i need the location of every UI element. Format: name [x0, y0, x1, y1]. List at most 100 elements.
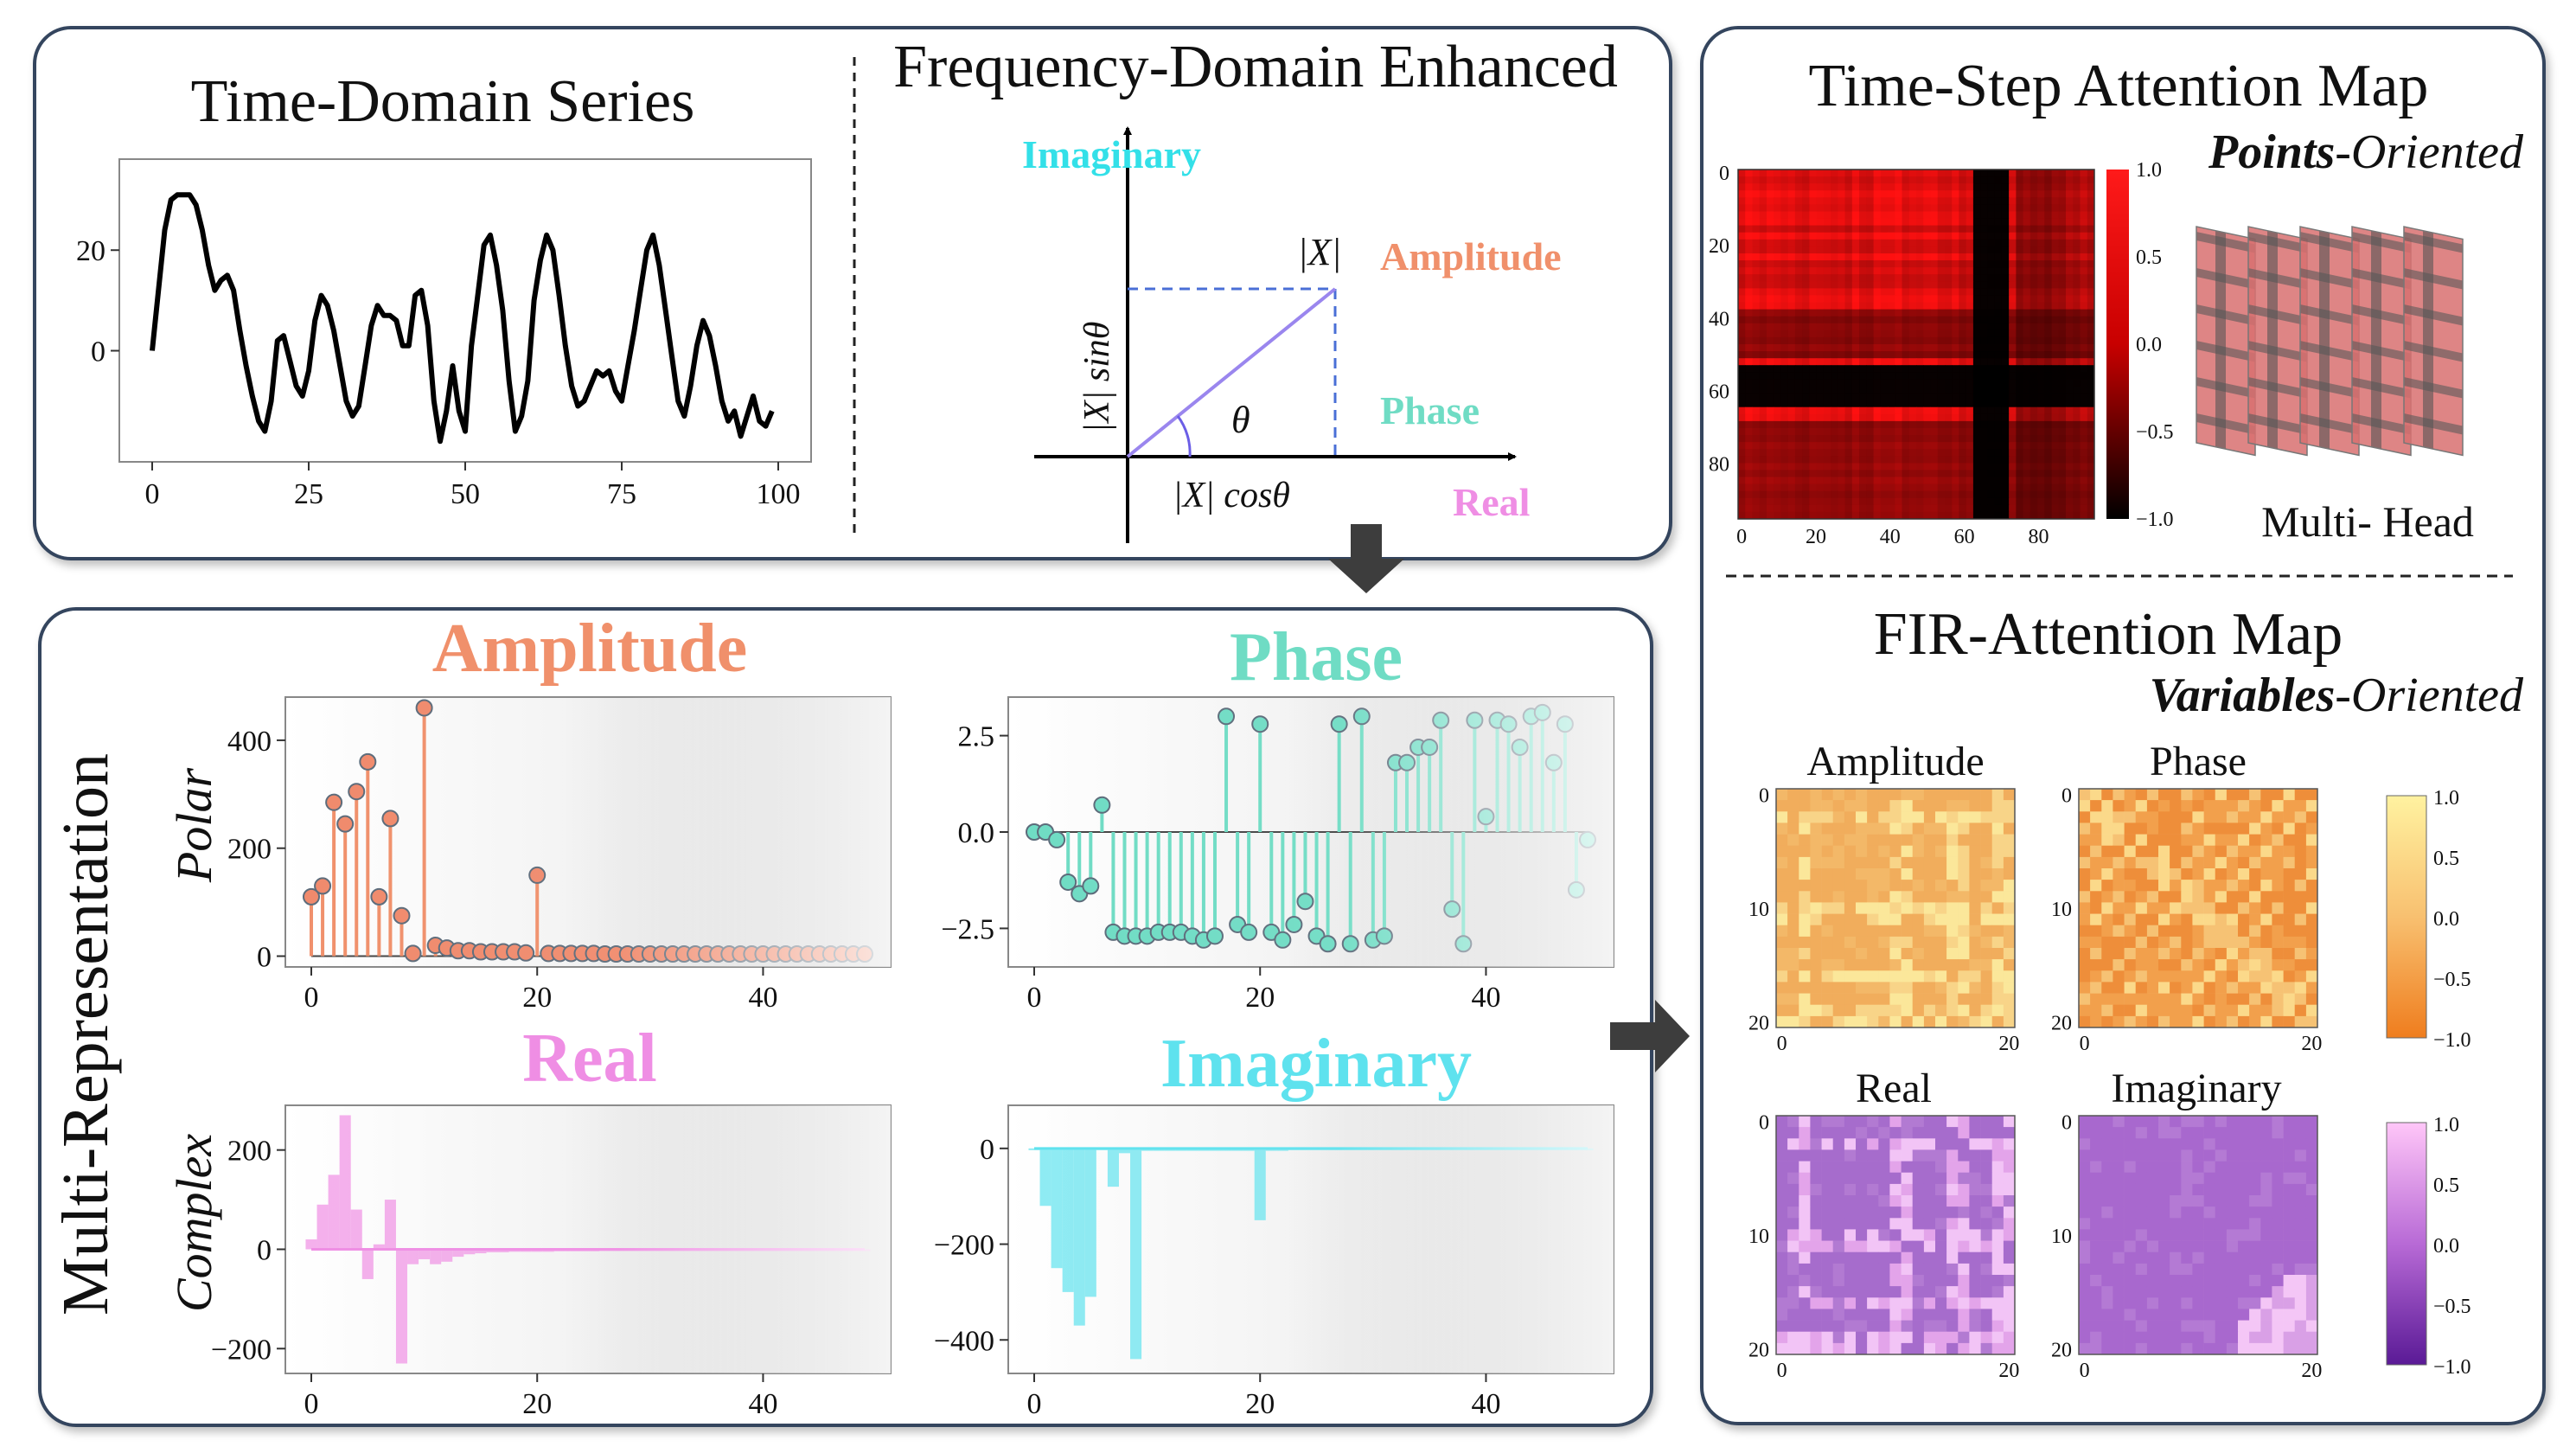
fir-cell-amplitude — [1969, 891, 1981, 903]
fir-cell-phase — [2260, 982, 2272, 994]
fir-cell-imaginary — [2124, 1116, 2137, 1128]
fir-cell-phase — [2079, 880, 2091, 892]
attention-cell — [2058, 211, 2067, 220]
fir-cell-amplitude — [1832, 982, 1845, 994]
fir-cell-phase — [2135, 936, 2148, 949]
attention-cell — [2029, 183, 2038, 191]
attention-cell — [2073, 330, 2081, 338]
attention-cell — [1966, 504, 1974, 513]
attention-cell — [1745, 386, 1753, 394]
fir-cell-phase — [2090, 970, 2102, 983]
attention-cell — [1902, 197, 1910, 205]
attention-cell — [2044, 358, 2052, 366]
fir-cell-imaginary — [2101, 1207, 2113, 1219]
attention-cell — [1816, 281, 1825, 289]
attention-cell — [1780, 490, 1789, 499]
fir-cell-phase — [2203, 959, 2216, 971]
fir-cell-imaginary — [2260, 1263, 2272, 1276]
attention-cell — [2066, 309, 2074, 317]
attention-cell — [2016, 260, 2024, 268]
attention-cell — [1987, 504, 1996, 513]
attention-cell — [1873, 246, 1882, 254]
fir-cell-amplitude — [1856, 800, 1868, 812]
fir-cell-imaginary — [2192, 1309, 2204, 1321]
attention-cell — [1774, 225, 1781, 234]
attention-cell — [2016, 393, 2024, 401]
attention-cell — [1895, 372, 1902, 380]
fir-cell-phase — [2305, 1015, 2318, 1028]
fir-cell-phase — [2181, 845, 2193, 858]
attention-cell — [1767, 295, 1774, 303]
attention-cell — [1844, 232, 1853, 240]
attention-cell — [1794, 176, 1803, 184]
fir-cell-amplitude — [1991, 913, 2004, 926]
head-stripe — [2371, 230, 2381, 450]
attention-cell — [2051, 413, 2060, 422]
attention-cell — [2023, 260, 2031, 268]
attention-cell — [1987, 239, 1996, 247]
fir-cell-real — [1776, 1161, 1788, 1174]
attention-cell — [1838, 379, 1846, 387]
fir-cell-real — [1958, 1138, 1970, 1150]
attention-cell — [1831, 239, 1838, 247]
attention-cell — [2080, 239, 2088, 247]
fir-cell-phase — [2294, 823, 2307, 835]
fir-cell-imaginary — [2305, 1229, 2318, 1241]
fir-cell-amplitude — [1867, 856, 1879, 869]
fir-cell-real — [1856, 1161, 1868, 1174]
attention-cell — [1831, 428, 1838, 436]
attention-cell — [2080, 176, 2088, 184]
x-tick-label: 40 — [1471, 982, 1500, 1014]
fir-cell-real — [1787, 1161, 1799, 1174]
attention-cell — [1945, 232, 1953, 240]
attention-cell — [1738, 449, 1746, 457]
fir-cell-amplitude — [1832, 1004, 1845, 1017]
fir-cell-phase — [2260, 913, 2272, 926]
fir-cell-imaginary — [2158, 1172, 2170, 1185]
real-plot-title: Real — [522, 1021, 657, 1097]
attention-cell — [1780, 330, 1789, 338]
fir-cell-imaginary — [2238, 1229, 2250, 1241]
attention-cell — [2058, 309, 2067, 317]
fir-cell-amplitude — [1810, 913, 1822, 926]
fir-cell-real — [1912, 1207, 1925, 1219]
fir-cell-phase — [2305, 800, 2318, 812]
attention-cell — [1888, 225, 1895, 234]
fir-cell-phase — [2090, 834, 2102, 847]
attention-cell — [2016, 204, 2024, 212]
attention-cell — [1794, 190, 1803, 198]
fir-cell-real — [1969, 1149, 1981, 1162]
attention-cell — [1787, 504, 1796, 513]
attention-cell — [1873, 406, 1882, 415]
attention-cell — [2073, 288, 2081, 296]
fir-cell-real — [1799, 1149, 1811, 1162]
fir-cell-amplitude — [1821, 800, 1834, 812]
fir-cell-imaginary — [2305, 1342, 2318, 1355]
fir-cell-phase — [2101, 902, 2113, 914]
fir-cell-real — [2003, 1207, 2016, 1219]
attention-cell — [1838, 330, 1846, 338]
attention-cell — [1794, 260, 1803, 268]
fir-cell-real — [1958, 1309, 1970, 1321]
attention-cell — [1994, 379, 2003, 387]
fir-cell-real — [1958, 1251, 1970, 1264]
fir-cell-imaginary — [2203, 1275, 2216, 1287]
attention-cell — [1923, 336, 1931, 345]
fir-cell-phase — [2203, 845, 2216, 858]
attention-cell — [1774, 393, 1781, 401]
attention-cell — [1759, 246, 1767, 254]
attention-cell — [2029, 239, 2038, 247]
fir-cell-amplitude — [1935, 891, 1947, 903]
fir-cell-imaginary — [2079, 1149, 2091, 1162]
attention-cell — [1987, 246, 1996, 254]
fir-cell-imaginary — [2238, 1149, 2250, 1162]
fir-cell-real — [1787, 1342, 1799, 1355]
attention-cell — [1937, 483, 1946, 492]
attention-cell — [2016, 295, 2024, 303]
fir-cell-real — [1912, 1263, 1925, 1276]
attention-cell — [1752, 365, 1761, 373]
fir-cell-real — [1946, 1331, 1959, 1344]
attention-cell — [1873, 330, 1882, 338]
fir-cell-phase — [2249, 789, 2261, 801]
attention-cell — [1880, 400, 1889, 408]
